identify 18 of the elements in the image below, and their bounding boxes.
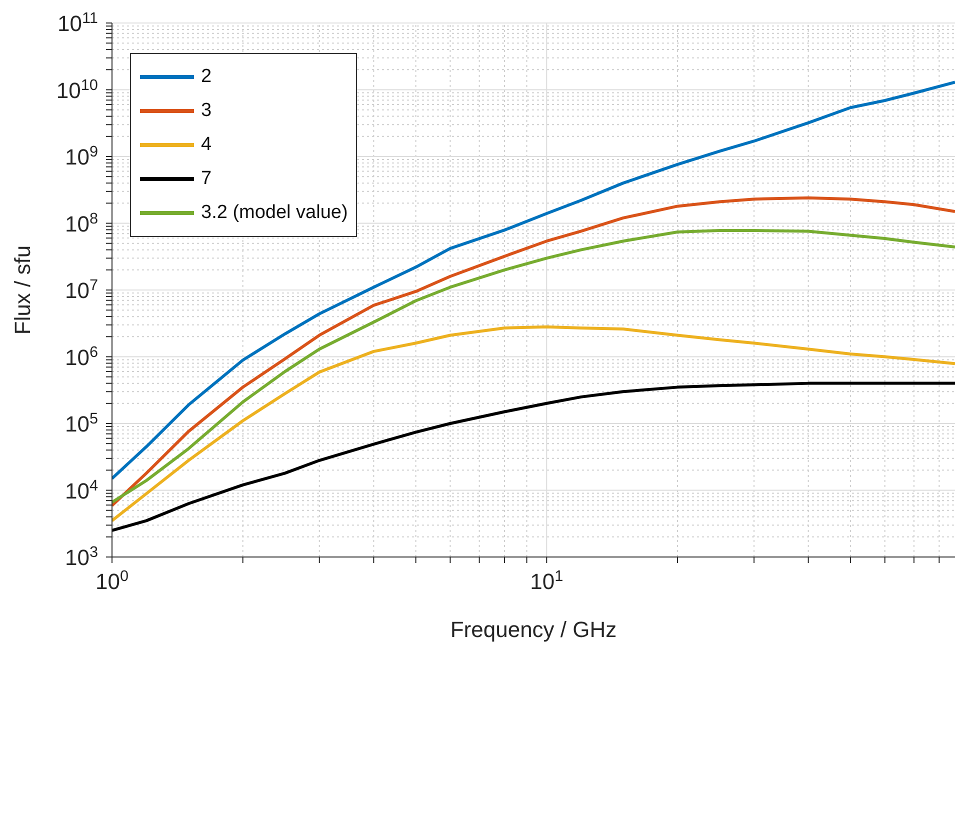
y-tick-label: 10$^{4}$ <box>64 476 98 504</box>
legend-label: 3 <box>201 100 212 122</box>
y-tick-label: 10$^{8}$ <box>64 210 98 236</box>
x-axis-title: Frequency / GHz <box>450 617 617 642</box>
y-tick-label: 10$^{7}$ <box>64 276 98 303</box>
legend-label: 4 <box>201 134 212 156</box>
legend-label: 2 <box>201 66 212 88</box>
y-tick-label: 10$^{3}$ <box>64 544 98 570</box>
y-tick-label: 10$^{11}$ <box>58 10 98 36</box>
y-axis-title: Flux / sfu <box>10 245 35 335</box>
y-tick-label: 10$^{9}$ <box>64 143 98 170</box>
legend-label: 7 <box>201 168 212 190</box>
y-tick-label: 10$^{5}$ <box>64 410 98 436</box>
legend-label: 3.2 (model value) <box>201 202 348 224</box>
x-tick-label: 10$^{0}$ <box>95 568 129 594</box>
x-tick-label: 10$^{1}$ <box>530 568 564 594</box>
y-tick-label: 10$^{6}$ <box>64 343 98 370</box>
y-tick-label: 10$^{10}$ <box>56 76 98 103</box>
